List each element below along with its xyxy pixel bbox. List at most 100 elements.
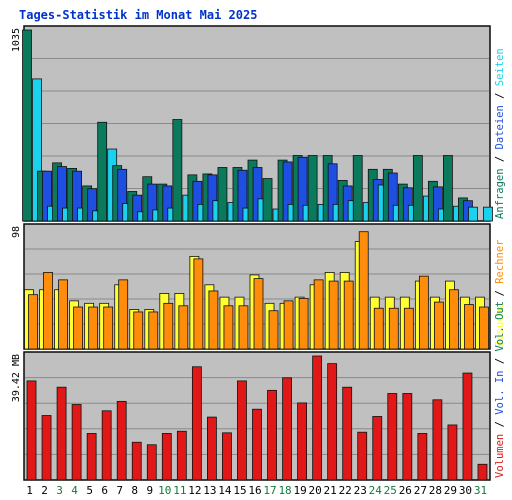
x-tick-label-day-25: 25: [384, 484, 397, 497]
bar-rechner-day-20: [313, 279, 324, 350]
x-tick-label-day-16: 16: [248, 484, 261, 497]
bar-volumen-day-1: [26, 380, 37, 481]
bar-volumen-day-8: [131, 441, 142, 481]
bar-seiten-day-1: [32, 78, 42, 222]
legend-entry: /: [494, 352, 506, 371]
legend-3: Volumen / Vol. In / Vol. Out: [494, 301, 506, 478]
bar-dateien-day-26: [402, 187, 413, 222]
bar-anfragen-day-23: [352, 155, 363, 222]
bar-volumen-day-9: [146, 444, 157, 481]
legend-entry: /: [494, 415, 506, 434]
bar-volumen-day-4: [71, 404, 82, 481]
bar-rechner-day-8: [133, 311, 144, 350]
x-tick-label-day-20: 20: [309, 484, 322, 497]
y-axis-max-label-2: 98: [11, 226, 22, 238]
bar-volumen-day-10: [161, 433, 172, 481]
x-tick-label-day-10: 10: [158, 484, 171, 497]
legend-entry: Volumen: [494, 434, 506, 478]
bar-volumen-day-12: [191, 366, 202, 481]
x-tick-label-day-15: 15: [233, 484, 246, 497]
bar-volumen-day-14: [222, 432, 232, 481]
bar-dateien-day-3: [57, 166, 67, 222]
y-axis-max-label-1: 1035: [11, 28, 22, 52]
x-tick-label-day-6: 6: [101, 484, 108, 497]
bar-seiten-day-31: [483, 206, 493, 222]
bar-dateien-day-9: [147, 183, 158, 222]
bar-dateien-day-25: [387, 172, 398, 222]
bar-anfragen-day-27: [412, 155, 423, 222]
bar-rechner-day-26: [403, 307, 414, 350]
bar-volumen-day-13: [207, 416, 217, 481]
bar-rechner-day-11: [178, 305, 189, 350]
bar-rechner-day-28: [433, 301, 444, 350]
bar-volumen-day-16: [252, 408, 262, 481]
bar-anfragen-day-14: [217, 167, 228, 222]
x-tick-label-day-2: 2: [41, 484, 48, 497]
bar-volumen-day-17: [267, 389, 277, 481]
bar-rechner-day-19: [298, 297, 309, 350]
bar-dateien-day-5: [87, 188, 98, 222]
bar-rechner-day-13: [208, 290, 219, 350]
bar-dateien-day-12: [192, 180, 203, 222]
x-axis-day-labels: 1 2 3 4 5 6 7 8 9 10 11 12 13 14 15 16 17 18 19 20 21 22 23 24 2…: [26, 484, 487, 497]
legend-1: Anfragen / Dateien / Seiten: [494, 48, 506, 219]
x-tick-label-day-23: 23: [354, 484, 367, 497]
bar-volumen-day-3: [56, 386, 67, 481]
bar-dateien-day-19: [297, 156, 308, 222]
bar-volumen-day-29: [447, 424, 458, 481]
bar-dateien-day-10: [162, 185, 173, 222]
bar-rechner-day-24: [373, 307, 384, 350]
bar-rechner-day-6: [103, 306, 114, 350]
bar-rechner-day-23: [358, 231, 369, 350]
bar-volumen-day-22: [342, 386, 353, 481]
chart-panel-3: 39.42 MB Volumen / Vol. In / Vol. Out: [11, 301, 506, 481]
bar-volumen-day-15: [237, 380, 247, 481]
bar-dateien-day-16: [252, 167, 263, 222]
chart-panel-2: 98 Besuche / Rechner: [11, 223, 506, 350]
x-tick-label-day-7: 7: [116, 484, 123, 497]
bar-rechner-day-1: [28, 294, 38, 350]
x-tick-label-day-11: 11: [173, 484, 186, 497]
bar-rechner-day-10: [163, 302, 174, 350]
bar-dateien-day-28: [432, 186, 443, 222]
x-tick-label-day-26: 26: [399, 484, 412, 497]
x-tick-label-day-28: 28: [429, 484, 442, 497]
bar-dateien-day-2: [42, 170, 52, 222]
bar-rechner-day-17: [268, 310, 279, 350]
x-tick-label-day-12: 12: [188, 484, 201, 497]
bar-anfragen-day-6: [97, 121, 108, 222]
legend-entry: Dateien: [494, 105, 506, 149]
x-tick-label-day-27: 27: [414, 484, 427, 497]
x-tick-label-day-24: 24: [369, 484, 383, 497]
legend-entry: Vol. Out: [494, 301, 506, 352]
bar-rechner-day-15: [238, 305, 249, 350]
bar-volumen-day-11: [176, 430, 187, 481]
bar-dateien-day-15: [237, 169, 248, 222]
bar-rechner-day-31: [479, 306, 489, 350]
bar-volumen-day-6: [101, 410, 112, 481]
x-tick-label-day-14: 14: [218, 484, 232, 497]
x-tick-label-day-3: 3: [56, 484, 63, 497]
x-tick-label-day-22: 22: [339, 484, 352, 497]
bar-volumen-day-23: [357, 431, 368, 481]
x-tick-label-day-31: 31: [474, 484, 487, 497]
bar-rechner-day-9: [148, 311, 159, 350]
bar-volumen-day-2: [41, 415, 52, 481]
bar-dateien-day-18: [282, 161, 293, 222]
chart-title: Tages-Statistik im Monat Mai 2025: [19, 8, 257, 22]
bar-rechner-day-22: [343, 280, 354, 350]
x-tick-label-day-17: 17: [263, 484, 276, 497]
bar-volumen-day-20: [312, 355, 323, 481]
bar-rechner-day-21: [328, 280, 339, 350]
bar-volumen-day-27: [417, 433, 428, 481]
legend-entry: Seiten: [494, 48, 506, 86]
bar-volumen-day-7: [116, 400, 127, 481]
bar-anfragen-day-11: [172, 119, 183, 222]
legend-entry: Anfragen: [494, 168, 506, 219]
bar-anfragen-day-17: [262, 178, 273, 222]
x-tick-label-day-8: 8: [131, 484, 138, 497]
bar-rechner-day-5: [88, 306, 99, 350]
legend-entry: /: [494, 149, 506, 168]
